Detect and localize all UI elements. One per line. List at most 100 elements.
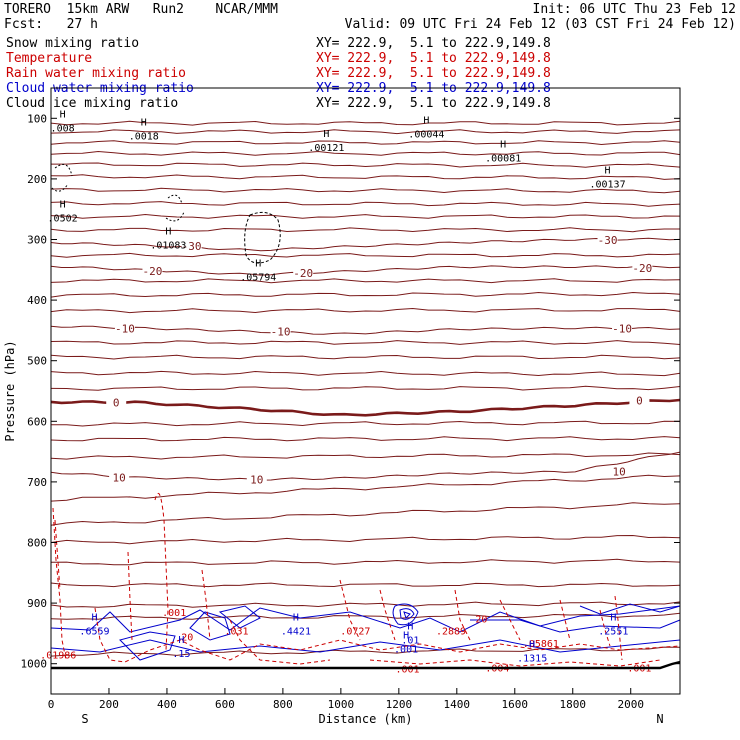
theta-contour (50, 174, 681, 180)
isotherm-label-bg (612, 322, 633, 334)
y-tick-label: 200 (27, 173, 47, 186)
field-xy-snow: XY= 222.9, 5.1 to 222.9,149.8 (316, 36, 551, 51)
theta-contour (50, 252, 681, 258)
isotherm-label: -20 (293, 267, 313, 280)
rain-contour (54, 519, 61, 591)
snow-max-label: .0502 (48, 214, 78, 225)
rain-contour (52, 507, 67, 661)
rain-label: .001 (395, 665, 419, 676)
isotherm-label-bg (609, 465, 630, 477)
theta-contour (50, 354, 681, 360)
x-tick-label: 1200 (386, 698, 413, 711)
y-tick-label: 500 (27, 355, 47, 368)
x-tick-label: 400 (157, 698, 177, 711)
valid-time: Valid: 09 UTC Fri 24 Feb 12 (03 CST Fri … (344, 17, 736, 32)
x-tick-label: 800 (273, 698, 293, 711)
cloud-water-contour (470, 619, 681, 633)
isotherm-label-bg (270, 325, 291, 337)
theta-contour (51, 162, 681, 168)
potential-temperature-contours (50, 120, 681, 657)
x-tick-label: 1400 (444, 698, 471, 711)
field-xy-rain: XY= 222.9, 5.1 to 222.9,149.8 (316, 66, 551, 81)
snow-max-label: .00137 (589, 180, 625, 191)
isotherm-line (50, 237, 681, 252)
ice-max-label: .05794 (240, 272, 276, 283)
theta-contour (50, 307, 681, 314)
snow-max-label-h-marker: H (423, 115, 429, 126)
cloud-water-label: .6559 (79, 626, 109, 637)
y-tick-label: 1000 (21, 658, 48, 671)
isotherm-label: -20 (632, 262, 652, 275)
theta-contour (50, 502, 681, 526)
field-name-temperature: Temperature (6, 51, 93, 66)
theta-contour (50, 201, 681, 207)
snow-max-label: .00081 (485, 154, 521, 165)
y-tick-label: 300 (27, 234, 47, 247)
snow-max-label-h-marker: H (323, 129, 329, 140)
rain-label: .001 (162, 608, 186, 619)
cloud-water-label-h-marker: H (403, 631, 409, 642)
field-name-rain: Rain water mixing ratio (6, 66, 187, 81)
isotherm-label-bg (114, 322, 135, 334)
cloud-water-label: .2551 (598, 626, 628, 637)
y-tick-label: 100 (27, 112, 47, 125)
isotherm-label-bg (109, 471, 130, 483)
y-tick-label: 800 (27, 537, 47, 550)
theta-contour (50, 646, 681, 657)
theta-contour (50, 601, 681, 608)
snow-max-label-h-marker: H (60, 200, 66, 211)
snow-max-label: .0018 (129, 131, 159, 142)
theta-contour (50, 187, 681, 194)
isotherm-label: -10 (115, 323, 135, 336)
isotherm-label: 0 (636, 395, 643, 408)
field-name-snow: Snow mixing ratio (6, 36, 140, 51)
isotherm-line (50, 325, 681, 335)
theta-contour (50, 558, 681, 566)
snow-closed-contour (165, 194, 185, 222)
field-xy-cloud-ice: XY= 222.9, 5.1 to 222.9,149.8 (316, 96, 551, 111)
terrain-line (51, 660, 681, 670)
cloud-water-label: .1315 (517, 654, 547, 665)
snow-max-label-h-marker: H (605, 166, 611, 177)
cloud-water-label-h-marker: H (529, 640, 535, 651)
theta-contour (50, 150, 681, 156)
rain-label: .0727 (340, 626, 370, 637)
isotherm-label-bg (106, 396, 127, 408)
isotherm-label: -30 (598, 234, 618, 247)
cloud-water-label: .4421 (281, 626, 311, 637)
y-tick-label: 700 (27, 476, 47, 489)
theta-contour (50, 534, 681, 545)
theta-contour (51, 420, 681, 427)
isotherm-label: 0 (113, 397, 120, 410)
theta-contour (50, 227, 680, 233)
ice-max-label-h-marker: H (60, 109, 66, 120)
theta-contour (50, 582, 681, 588)
snow-max-label-h-marker: H (141, 117, 147, 128)
cloud-water-label-h-marker: H (293, 612, 299, 623)
isotherm-line (50, 451, 681, 481)
cloud-water-label-h-marker: H (178, 635, 184, 646)
cloud-water-label-h-marker: H (407, 621, 413, 632)
forecast-hour: Fcst: 27 h (4, 17, 98, 32)
rain-label: 20 (475, 614, 487, 625)
cloud-water-label: .001 (394, 645, 418, 656)
cloud-water-contour (189, 611, 231, 641)
field-xy-temperature: XY= 222.9, 5.1 to 222.9,149.8 (316, 51, 551, 66)
x-tick-label: 200 (99, 698, 119, 711)
theta-contour (50, 340, 681, 345)
rain-contour (499, 599, 521, 641)
plot-frame (50, 87, 681, 695)
y-tick-label: 400 (27, 294, 47, 307)
field-name-cloud-ice: Cloud ice mixing ratio (6, 96, 179, 111)
zero-isotherm (50, 398, 681, 417)
south-end-label: S (81, 712, 88, 726)
snow-max-label: .00121 (308, 143, 344, 154)
theta-contour (50, 474, 681, 502)
cloud-water-label: .15 (172, 649, 190, 660)
snow-max-label: .00044 (408, 129, 444, 140)
contour-labels: -30 -30 -20 -20 -20 -10 -10 -10 0 0 10 10 10 H .0018 H.… (40, 109, 681, 676)
y-tick-label: 600 (27, 415, 47, 428)
x-tick-label: 1000 (328, 698, 355, 711)
